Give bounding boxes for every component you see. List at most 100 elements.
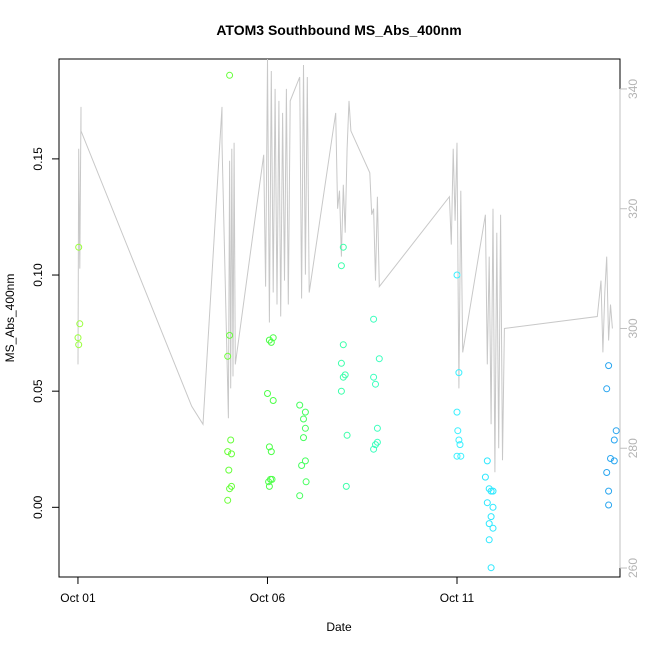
data-point (453, 408, 461, 416)
data-point (75, 341, 83, 349)
data-point (370, 373, 378, 381)
data-point (76, 320, 84, 328)
data-point (375, 355, 383, 363)
x-axis: Oct 01 Oct 06 Oct 11 (60, 576, 475, 605)
data-point (342, 482, 350, 490)
data-point (487, 487, 495, 495)
data-point (298, 462, 306, 469)
data-point (224, 352, 232, 360)
data-point (264, 390, 271, 397)
data-point (607, 455, 614, 462)
y2-tick-label: 300 (626, 318, 640, 338)
data-point (489, 487, 497, 495)
data-point (300, 415, 307, 423)
data-point (605, 501, 613, 509)
data-point (337, 262, 345, 270)
data-point (455, 436, 463, 444)
data-point (226, 71, 234, 79)
data-point (339, 373, 347, 381)
data-point (301, 457, 309, 465)
plot-frame (58, 58, 621, 578)
data-point (453, 271, 461, 279)
y2-tick-label: 320 (626, 198, 640, 218)
data-point (456, 441, 464, 449)
data-point (296, 492, 304, 500)
data-point (487, 513, 495, 521)
x-tick-label: Oct 06 (250, 591, 286, 605)
data-point (373, 438, 381, 446)
points-layer (74, 71, 620, 572)
data-point (265, 336, 273, 344)
data-point (296, 401, 304, 409)
data-point (489, 524, 497, 532)
x-tick-label: Oct 11 (440, 591, 475, 605)
data-point (372, 441, 379, 449)
data-point (265, 482, 273, 490)
data-point (224, 496, 232, 504)
x-axis-label: Date (326, 620, 352, 634)
data-point (301, 424, 309, 432)
data-point (224, 448, 232, 456)
data-point (343, 431, 351, 439)
data-point (337, 359, 345, 367)
data-point (373, 424, 381, 432)
data-point (265, 443, 273, 451)
data-point (483, 457, 491, 465)
data-point (267, 448, 275, 456)
data-point (75, 243, 83, 251)
data-point (372, 380, 379, 388)
data-point (489, 503, 497, 511)
data-point (481, 473, 489, 481)
data-point (370, 315, 378, 323)
data-point (301, 408, 309, 416)
data-point (269, 334, 277, 342)
y-tick-label: 0.00 (31, 495, 45, 519)
data-point (228, 450, 235, 458)
data-point (337, 387, 345, 395)
data-point (603, 469, 611, 476)
data-point (610, 457, 618, 465)
data-point (341, 371, 349, 379)
data-point (269, 397, 277, 404)
data-point (267, 338, 275, 346)
data-point (612, 427, 620, 435)
data-point (454, 427, 462, 435)
data-point (603, 385, 611, 393)
data-point (74, 334, 82, 342)
data-point (455, 369, 463, 377)
data-point (483, 499, 491, 507)
data-point (225, 466, 233, 474)
data-point (227, 436, 235, 444)
data-point (226, 485, 234, 493)
data-point (605, 487, 613, 495)
data-point (226, 331, 234, 339)
y2-tick-label: 260 (626, 558, 640, 578)
y-axis-label: MS_Abs_400nm (3, 274, 17, 363)
data-point (265, 478, 273, 486)
chart-title: ATOM3 Southbound MS_Abs_400nm (216, 22, 461, 38)
data-point (302, 478, 310, 486)
secondary-line-layer (77, 58, 613, 473)
data-point (487, 564, 495, 572)
y-tick-label: 0.05 (31, 379, 45, 403)
data-point (370, 445, 378, 453)
data-point (605, 362, 613, 370)
data-point (339, 341, 347, 349)
data-point (339, 243, 347, 251)
x-tick-label: Oct 01 (60, 591, 96, 605)
y-tick-label: 0.10 (31, 263, 45, 287)
series-line (77, 58, 613, 473)
data-point (610, 436, 618, 444)
y2-tick-label: 280 (626, 438, 640, 458)
data-point (300, 434, 307, 442)
y-axis-right: 260 280 300 320 340 (619, 79, 640, 578)
data-point (453, 452, 461, 460)
data-point (228, 482, 235, 490)
y2-tick-label: 340 (626, 79, 640, 99)
data-point (485, 520, 493, 528)
data-point (457, 452, 465, 460)
y-tick-label: 0.15 (31, 147, 45, 171)
data-point (485, 536, 493, 544)
y-axis-left: 0.00 0.05 0.10 0.15 (31, 147, 60, 519)
